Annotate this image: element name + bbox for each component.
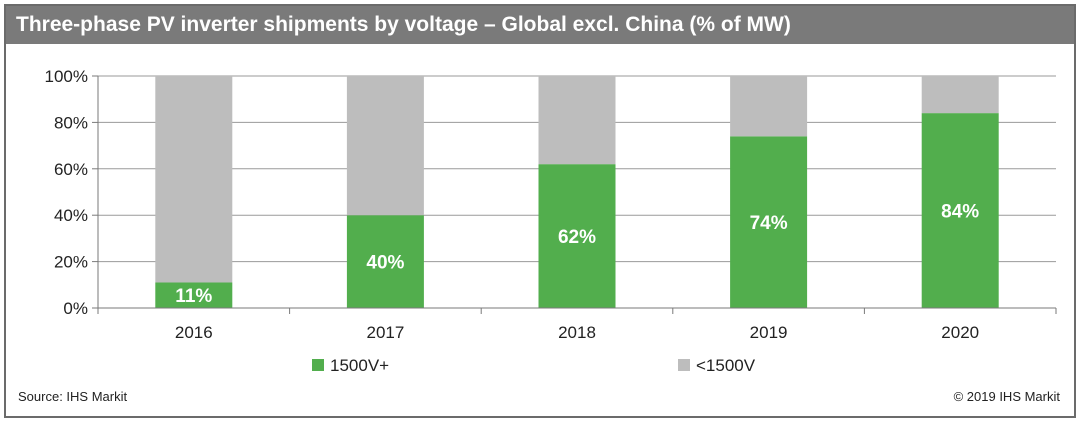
stacked-bar-chart: 0% 20% 40% 60% 80% 100% 11% 2016 40% 2017 62% 2018… [45, 67, 1057, 375]
y-tick-label: 100% [45, 67, 88, 86]
y-tick-label: 60% [54, 160, 88, 179]
data-label-2016: 11% [175, 286, 212, 307]
y-tick-label: 40% [54, 206, 88, 225]
y-tick-label: 0% [63, 299, 88, 318]
bars [155, 76, 999, 309]
bar-below-1500v-2016 [155, 76, 233, 283]
chart-title: Three-phase PV inverter shipments by vol… [16, 13, 791, 36]
y-tick-label: 80% [54, 113, 88, 132]
copyright-note: © 2019 IHS Markit [953, 389, 1060, 404]
title-bar: Three-phase PV inverter shipments by vol… [6, 6, 1074, 44]
bar-1500v-plus-2019 [730, 136, 808, 308]
bar-below-1500v-2020 [921, 76, 999, 114]
axes: 0% 20% 40% 60% 80% 100% [45, 67, 1057, 318]
bar-1500v-plus-2020 [921, 113, 999, 309]
labels: 11% 2016 40% 2017 62% 2018 74% 2019 84% 2020 [175, 202, 979, 342]
x-tick-label-2020: 2020 [941, 323, 979, 342]
x-tick-label-2018: 2018 [558, 323, 596, 342]
source-note: Source: IHS Markit [18, 389, 128, 404]
x-tick-label-2019: 2019 [750, 323, 788, 342]
data-label-2020: 84% [941, 202, 979, 223]
x-tick-label-2016: 2016 [175, 323, 213, 342]
bar-1500v-plus-2016 [155, 282, 233, 308]
legend: 1500V+ <1500V [312, 356, 756, 375]
legend-swatch-1500v-plus [312, 359, 324, 371]
data-label-2018: 62% [558, 227, 596, 248]
bar-1500v-plus-2018 [538, 164, 616, 308]
legend-swatch-below-1500v [678, 359, 690, 371]
bar-below-1500v-2017 [346, 76, 424, 216]
chart-frame: Three-phase PV inverter shipments by vol… [4, 4, 1076, 418]
y-tick-label: 20% [54, 253, 88, 272]
x-tick-label-2017: 2017 [366, 323, 404, 342]
bar-below-1500v-2018 [538, 76, 616, 165]
bar-below-1500v-2019 [730, 76, 808, 137]
data-label-2019: 74% [750, 213, 788, 234]
bar-1500v-plus-2017 [346, 215, 424, 308]
data-label-2017: 40% [366, 253, 404, 274]
legend-label-1500v-plus: 1500V+ [330, 356, 389, 375]
legend-label-below-1500v: <1500V [696, 356, 756, 375]
